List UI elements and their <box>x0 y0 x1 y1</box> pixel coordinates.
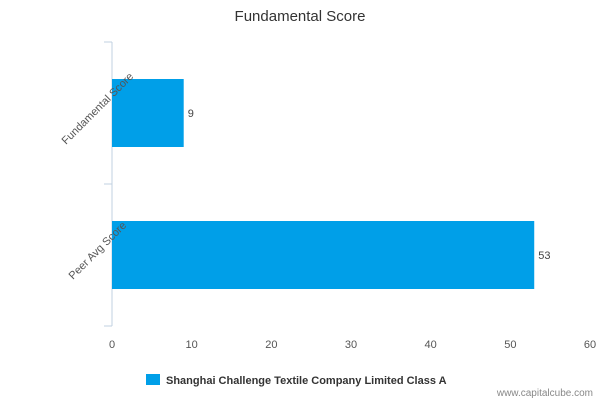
legend-label: Shanghai Challenge Textile Company Limit… <box>166 375 447 387</box>
x-tick-label: 60 <box>584 339 596 351</box>
bar-value-label: 9 <box>188 108 194 120</box>
bar-value-label: 53 <box>538 250 550 262</box>
x-axis-ticks: 0 10 20 30 40 50 60 <box>109 339 596 351</box>
bar-group <box>112 79 535 289</box>
bar-fundamental-score[interactable] <box>112 79 184 147</box>
chart-title: Fundamental Score <box>235 8 366 25</box>
bar-data-labels: 9 53 <box>188 108 551 262</box>
x-tick-label: 30 <box>345 339 357 351</box>
x-tick-label: 20 <box>265 339 277 351</box>
chart-axes <box>104 41 113 327</box>
legend-swatch <box>146 374 160 385</box>
bar-peer-avg-score[interactable] <box>112 221 535 289</box>
x-tick-label: 50 <box>504 339 516 351</box>
x-tick-label: 10 <box>186 339 198 351</box>
footer-credit: www.capitalcube.com <box>496 388 593 399</box>
legend[interactable]: Shanghai Challenge Textile Company Limit… <box>146 374 447 387</box>
x-tick-label: 40 <box>425 339 437 351</box>
x-tick-label: 0 <box>109 339 115 351</box>
